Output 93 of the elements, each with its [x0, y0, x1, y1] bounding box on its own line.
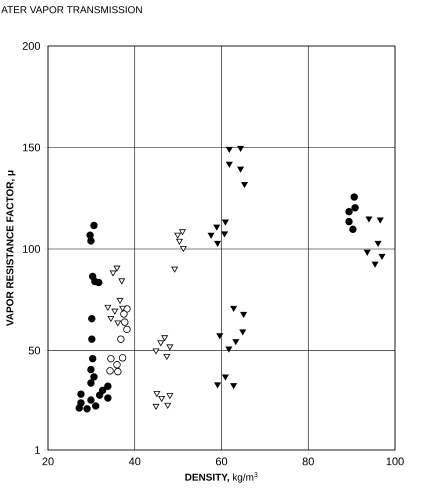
point: [119, 306, 126, 312]
point: [216, 333, 224, 339]
x-tick-label: 80: [302, 458, 314, 466]
point: [120, 310, 128, 318]
point: [87, 379, 95, 387]
y-tick-label: 1: [35, 446, 40, 454]
point: [374, 240, 382, 247]
point: [118, 278, 125, 284]
y-tick-label: 100: [23, 245, 40, 253]
point: [166, 393, 174, 399]
point: [351, 204, 359, 212]
point: [121, 318, 128, 326]
point: [226, 146, 233, 153]
point: [230, 306, 237, 312]
point: [378, 254, 386, 260]
point: [372, 262, 378, 268]
point: [176, 238, 183, 245]
point: [87, 396, 95, 404]
x-tick-label: 100: [386, 458, 404, 466]
point: [104, 304, 112, 311]
point: [114, 266, 120, 272]
point: [214, 240, 221, 247]
point: [110, 270, 116, 276]
point: [179, 229, 186, 236]
point: [96, 391, 104, 399]
point: [232, 339, 240, 345]
point: [171, 266, 178, 272]
y-tick-label: 200: [22, 42, 40, 50]
point: [166, 344, 174, 350]
y-tick-label: 50: [28, 346, 40, 354]
point: [114, 368, 122, 376]
point: [77, 390, 85, 398]
point: [76, 404, 83, 412]
point: [222, 374, 229, 380]
point: [158, 396, 165, 402]
point: [164, 354, 170, 360]
point: [87, 237, 95, 245]
point: [350, 193, 358, 201]
point: [113, 361, 121, 368]
point: [164, 402, 171, 409]
point: [118, 354, 126, 362]
point: [90, 373, 98, 381]
point: [116, 298, 124, 304]
point: [349, 226, 357, 234]
chart-title: ATER VAPOR TRANSMISSION: [1, 6, 142, 14]
point: [174, 232, 181, 238]
point: [237, 146, 244, 152]
point: [180, 246, 187, 252]
point: [366, 216, 372, 222]
point: [88, 354, 96, 362]
y-axis-title: VAPOR RESISTANCE FACTOR, μ: [6, 170, 16, 326]
point: [152, 348, 160, 354]
point: [88, 314, 96, 322]
x-axis-title: DENSITY, kg/m$^{3}$: [185, 472, 258, 483]
x-tick-label: 60: [216, 458, 228, 466]
point: [376, 218, 384, 224]
point: [114, 320, 122, 326]
point: [213, 224, 220, 230]
y-tick-label: 150: [23, 144, 40, 152]
point: [83, 405, 91, 412]
point: [161, 335, 168, 342]
point: [108, 316, 114, 322]
point: [104, 394, 112, 402]
point: [92, 402, 100, 410]
x-tick-label: 20: [42, 458, 54, 466]
point: [106, 367, 114, 375]
point: [222, 220, 229, 226]
point: [239, 329, 246, 336]
point: [226, 346, 232, 352]
point: [95, 278, 102, 286]
point: [154, 391, 160, 397]
point: [90, 222, 98, 230]
point: [158, 340, 164, 346]
point: [237, 166, 244, 172]
point: [117, 335, 125, 343]
point: [214, 382, 221, 388]
point: [226, 162, 233, 168]
point: [221, 231, 228, 238]
x-tick-label: 40: [128, 458, 140, 466]
point: [230, 383, 237, 389]
point: [241, 182, 248, 188]
point: [208, 232, 214, 238]
point: [112, 308, 118, 314]
point: [345, 218, 353, 226]
point: [104, 382, 112, 390]
point: [345, 208, 353, 216]
point: [123, 326, 131, 334]
point: [364, 250, 370, 256]
point: [107, 354, 115, 362]
point: [87, 366, 95, 374]
point: [152, 404, 160, 410]
point: [240, 312, 247, 318]
point: [88, 335, 96, 343]
